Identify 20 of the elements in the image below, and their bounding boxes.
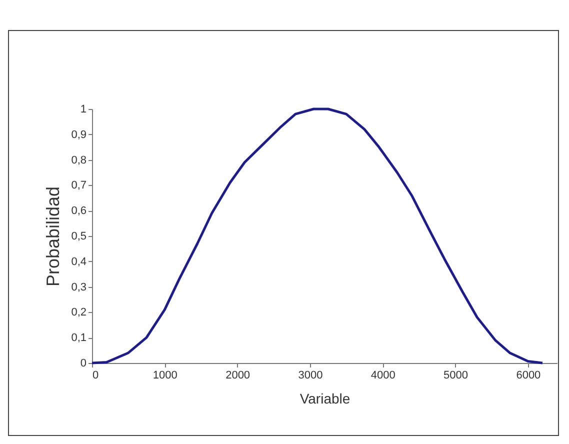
x-tick-label: 6000	[516, 370, 541, 382]
x-axis-title: Variable	[300, 390, 350, 406]
x-tick-label: 0	[92, 370, 99, 382]
x-tick-label: 3000	[298, 370, 323, 382]
y-tick-label: 0	[80, 358, 86, 370]
y-axis-title: Probabilidad	[43, 186, 64, 287]
x-tick-label: 5000	[444, 370, 468, 382]
x-tick-label: 1000	[152, 370, 178, 382]
y-tick-label: 0,3	[71, 281, 86, 294]
y-tick-label: 0,5	[71, 230, 86, 242]
y-tick-label: 0,8	[71, 154, 86, 166]
y-tick-label: 1	[80, 104, 86, 116]
y-tick-label: 0,6	[71, 205, 86, 218]
x-tick-label: 4000	[370, 370, 396, 382]
y-tick-label: 0,1	[71, 332, 86, 344]
y-tick-label: 0,7	[71, 180, 86, 192]
y-tick-label: 0,9	[71, 128, 86, 141]
y-tick-label: 0,2	[71, 306, 86, 319]
y-tick-label: 0,4	[71, 256, 86, 268]
x-tick-label: 2000	[226, 370, 250, 382]
